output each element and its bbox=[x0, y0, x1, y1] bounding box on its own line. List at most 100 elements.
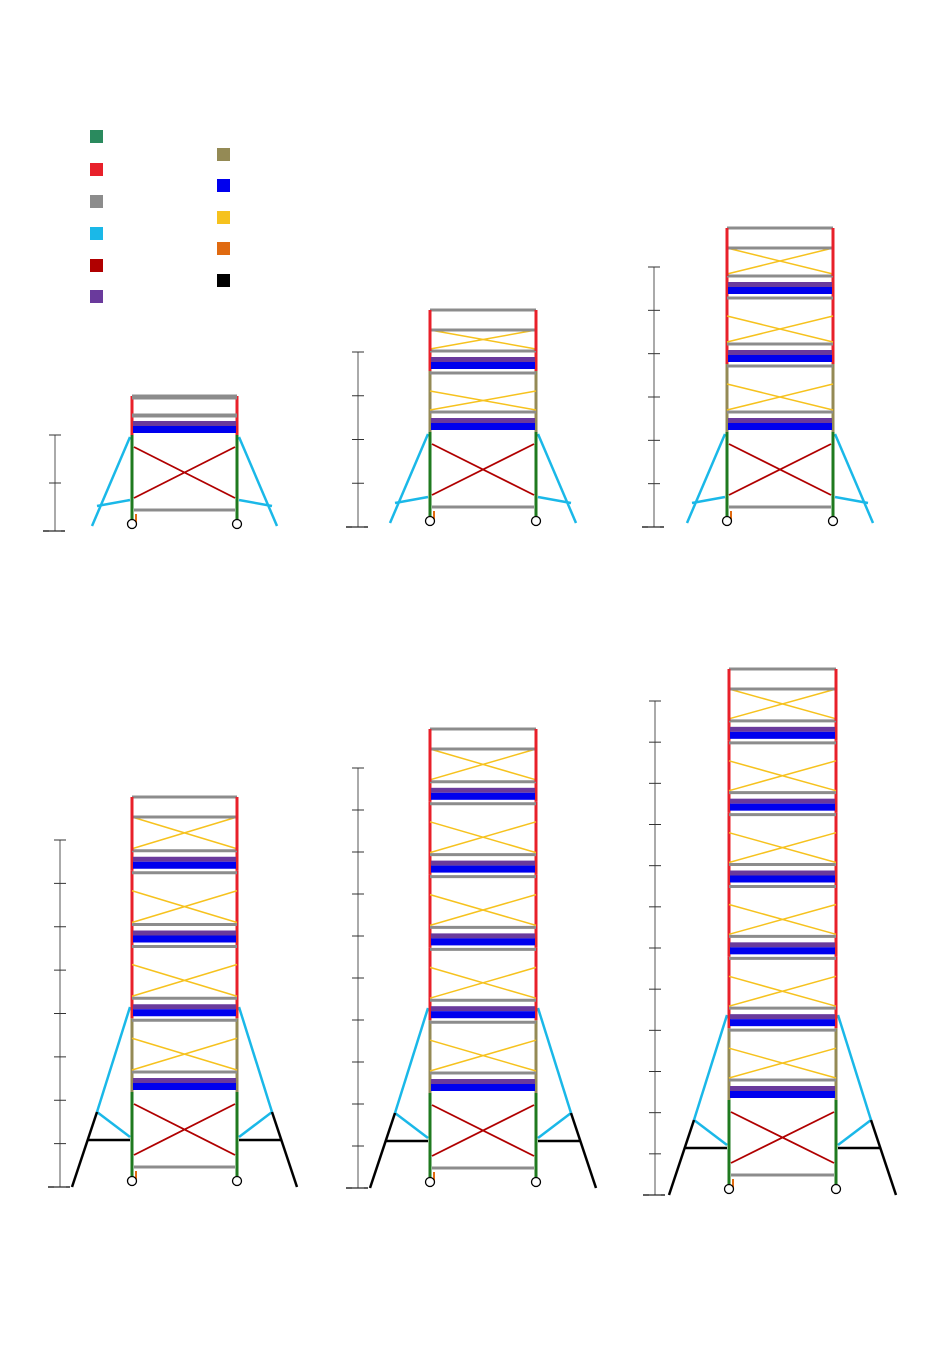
stabiliser-strut-left bbox=[394, 495, 429, 505]
stabiliser-right bbox=[836, 1014, 873, 1121]
trapdoor-strip bbox=[431, 933, 535, 939]
stabiliser-strut-right bbox=[537, 1112, 572, 1139]
diagonal-brace bbox=[728, 831, 837, 864]
platform-deck bbox=[431, 938, 535, 946]
stabiliser-left bbox=[692, 1014, 729, 1121]
diagonal-brace bbox=[131, 963, 238, 997]
stabiliser-right bbox=[536, 1007, 573, 1114]
diagonal-brace bbox=[728, 1047, 837, 1079]
platform-deck bbox=[730, 1091, 835, 1098]
trapdoor-strip bbox=[431, 860, 535, 866]
outrigger-leg-right bbox=[569, 1112, 598, 1189]
platform-deck bbox=[133, 426, 236, 433]
base-brace bbox=[431, 1104, 535, 1157]
diagonal-brace bbox=[728, 688, 837, 720]
trapdoor-strip bbox=[431, 357, 535, 362]
stabiliser-left bbox=[393, 1007, 430, 1114]
diagonal-brace bbox=[726, 383, 834, 411]
trapdoor-strip bbox=[730, 942, 835, 948]
castor-wheel-left bbox=[126, 518, 138, 530]
trapdoor-strip bbox=[431, 1079, 535, 1084]
stabiliser-strut-left bbox=[394, 1112, 429, 1139]
castor-wheel-right bbox=[827, 515, 839, 527]
tower-1 bbox=[43, 394, 279, 532]
base-brace bbox=[133, 446, 236, 499]
outrigger-leg-left bbox=[70, 1111, 99, 1188]
platform-deck bbox=[730, 875, 835, 883]
trapdoor-strip bbox=[730, 1086, 835, 1091]
trapdoor-strip bbox=[133, 1004, 236, 1010]
platform-deck bbox=[133, 861, 236, 869]
platform-deck bbox=[431, 1084, 535, 1091]
diagonal-brace bbox=[131, 816, 238, 850]
legend-swatch-stabiliser bbox=[90, 227, 103, 240]
platform-deck bbox=[133, 1083, 236, 1090]
stabiliser-right bbox=[536, 433, 578, 524]
diagonal-brace bbox=[429, 1039, 537, 1072]
legend-swatch-adjuster bbox=[217, 242, 230, 255]
platform-deck bbox=[730, 803, 835, 811]
stabiliser-right bbox=[237, 1006, 274, 1113]
legend-swatch-upper-frame bbox=[90, 163, 103, 176]
trapdoor-strip bbox=[728, 418, 832, 423]
diagonal-brace bbox=[726, 315, 834, 343]
tower-3 bbox=[642, 226, 875, 528]
castor-wheel-left bbox=[424, 1176, 436, 1188]
legend-swatch-outrigger bbox=[217, 274, 230, 287]
outrigger-leg-right bbox=[270, 1111, 299, 1188]
platform-deck bbox=[431, 1011, 535, 1019]
stabiliser-left bbox=[388, 433, 430, 524]
trapdoor-strip bbox=[730, 726, 835, 732]
trapdoor-strip bbox=[728, 350, 832, 355]
stabiliser-strut-left bbox=[96, 1111, 131, 1138]
castor-wheel-right bbox=[830, 1183, 842, 1195]
outrigger-leg-left bbox=[368, 1112, 397, 1189]
platform-deck bbox=[730, 947, 835, 955]
base-brace bbox=[431, 443, 535, 496]
diagonal-brace bbox=[429, 329, 537, 350]
diagonal-brace bbox=[131, 890, 238, 924]
legend-swatch-transom bbox=[90, 195, 103, 208]
trapdoor-strip bbox=[728, 282, 832, 287]
diagonal-brace bbox=[728, 903, 837, 936]
platform-deck bbox=[431, 362, 535, 369]
trapdoor-strip bbox=[730, 798, 835, 804]
stabiliser-strut-right bbox=[537, 495, 572, 505]
legend-swatch-brace bbox=[217, 211, 230, 224]
trapdoor-strip bbox=[431, 418, 535, 423]
stabiliser-right bbox=[833, 433, 875, 524]
tower-6 bbox=[643, 667, 898, 1196]
diagonal-brace bbox=[429, 893, 537, 927]
trapdoor-strip bbox=[431, 787, 535, 793]
legend-swatch-olive-frame bbox=[217, 148, 230, 161]
stabiliser-strut-right bbox=[834, 495, 869, 505]
diagonal-brace bbox=[728, 975, 837, 1007]
stabiliser-left bbox=[95, 1006, 132, 1113]
trapdoor-strip bbox=[730, 1014, 835, 1020]
outrigger-leg-left bbox=[667, 1119, 696, 1196]
platform-deck bbox=[728, 355, 832, 362]
castor-wheel-left bbox=[723, 1183, 735, 1195]
castor-wheel-right bbox=[231, 1175, 243, 1187]
trapdoor-strip bbox=[730, 870, 835, 876]
platform-deck bbox=[431, 792, 535, 800]
platform-deck bbox=[431, 423, 535, 430]
platform-deck bbox=[133, 1009, 236, 1017]
trapdoor-strip bbox=[133, 930, 236, 936]
diagonal-brace bbox=[429, 966, 537, 999]
outrigger-leg-right bbox=[869, 1119, 898, 1196]
trapdoor-strip bbox=[431, 1006, 535, 1012]
platform-deck bbox=[730, 731, 835, 739]
trapdoor-strip bbox=[133, 856, 236, 862]
stabiliser-strut-left bbox=[693, 1119, 728, 1146]
castor-wheel-right bbox=[530, 1176, 542, 1188]
castor-wheel-left bbox=[424, 515, 436, 527]
tower-5 bbox=[346, 727, 598, 1189]
platform-deck bbox=[728, 423, 832, 430]
stabiliser-strut-right bbox=[837, 1119, 872, 1146]
stabiliser-right bbox=[237, 436, 279, 527]
castor-wheel-left bbox=[126, 1175, 138, 1187]
trapdoor-strip bbox=[133, 421, 236, 426]
stabiliser-left bbox=[685, 433, 727, 524]
